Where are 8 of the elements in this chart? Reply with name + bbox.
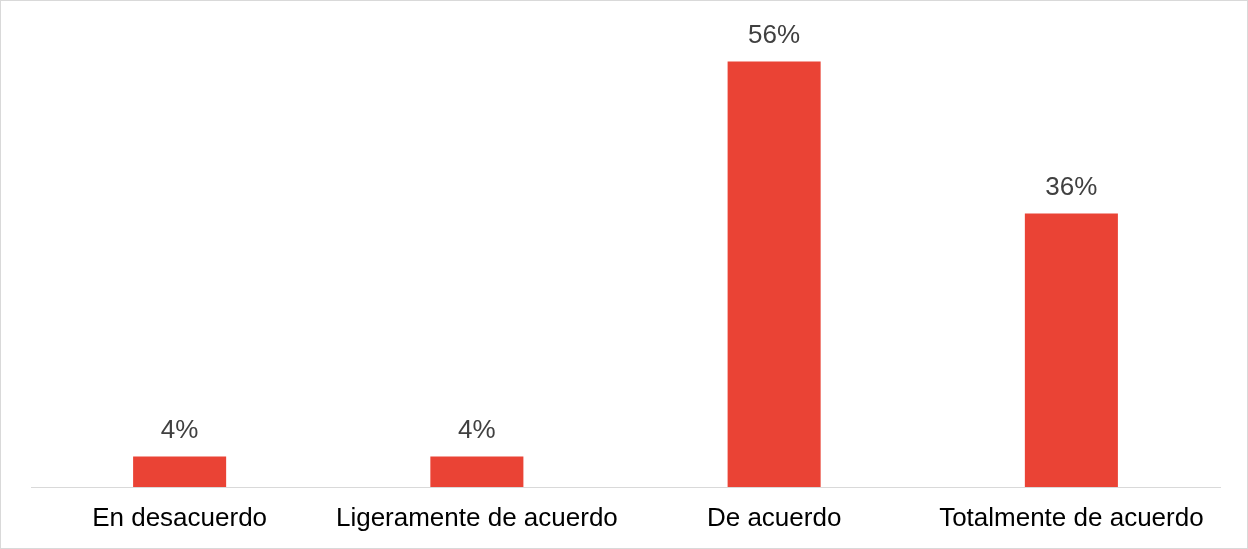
data-label: 4% bbox=[458, 413, 496, 444]
x-tick-label: En desacuerdo bbox=[92, 501, 268, 532]
x-tick-label: Totalmente de acuerdo bbox=[939, 501, 1204, 532]
data-label: 36% bbox=[1045, 170, 1098, 201]
data-label: 4% bbox=[160, 413, 199, 444]
x-tick-label: Ligeramente de acuerdo bbox=[335, 501, 618, 532]
x-tick-label: De acuerdo bbox=[706, 501, 842, 532]
data-label: 56% bbox=[748, 18, 801, 49]
